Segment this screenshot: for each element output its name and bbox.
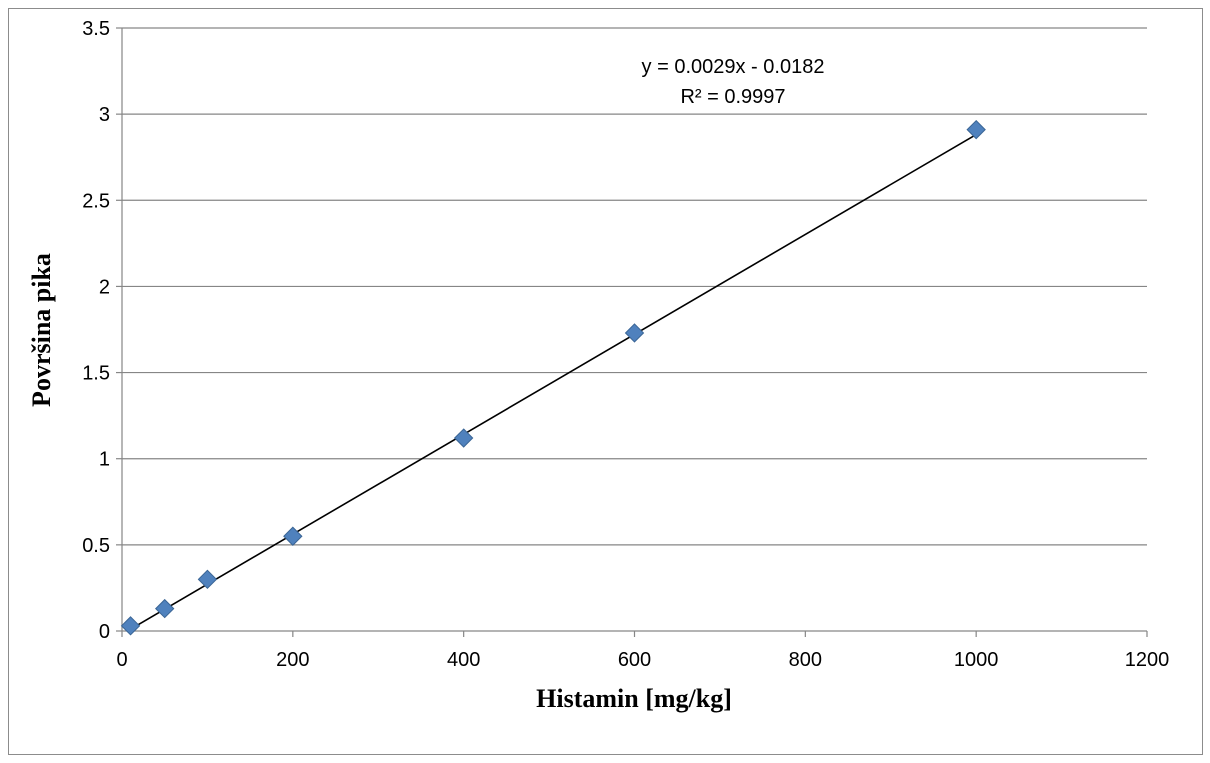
y-tick-label: 0	[99, 621, 110, 643]
x-tick-label: 400	[447, 649, 480, 671]
y-tick-label: 1	[99, 449, 110, 471]
x-tick-label: 800	[789, 649, 822, 671]
data-point	[283, 526, 303, 546]
trendline-layer	[130, 133, 977, 630]
data-point	[197, 569, 218, 590]
y-tick-label: 0.5	[82, 535, 110, 557]
axes	[116, 27, 1148, 637]
y-tick-labels: 0 0.5 1 1.5 2 2.5 3 3.5	[82, 18, 110, 643]
x-tick-label: 1000	[954, 649, 999, 671]
y-tick-label: 3	[99, 104, 110, 126]
data-point	[120, 616, 141, 636]
y-tick-label: 1.5	[82, 363, 110, 385]
y-tick-label: 2.5	[82, 190, 110, 212]
data-point	[624, 323, 645, 343]
data-points	[120, 119, 986, 636]
data-point	[453, 428, 474, 448]
x-axis-title: Histamin [mg/kg]	[536, 684, 732, 713]
trendline-r-squared: R² = 0.9997	[680, 86, 785, 108]
linear-trendline	[130, 133, 977, 630]
x-tick-label: 1200	[1125, 649, 1170, 671]
trendline-equation: y = 0.0029x - 0.0182	[642, 56, 825, 78]
x-tick-label: 0	[116, 649, 127, 671]
y-tick-label: 3.5	[82, 18, 110, 40]
data-point	[966, 119, 986, 140]
y-axis-title: Površina pika	[27, 253, 56, 407]
data-point	[155, 598, 175, 619]
gridlines	[122, 27, 1147, 546]
x-tick-labels: 0 200 400 600 800 1000 1200	[116, 649, 1169, 671]
y-tick-label: 2	[99, 276, 110, 298]
x-tick-label: 200	[276, 649, 309, 671]
x-tick-label: 600	[618, 649, 651, 671]
